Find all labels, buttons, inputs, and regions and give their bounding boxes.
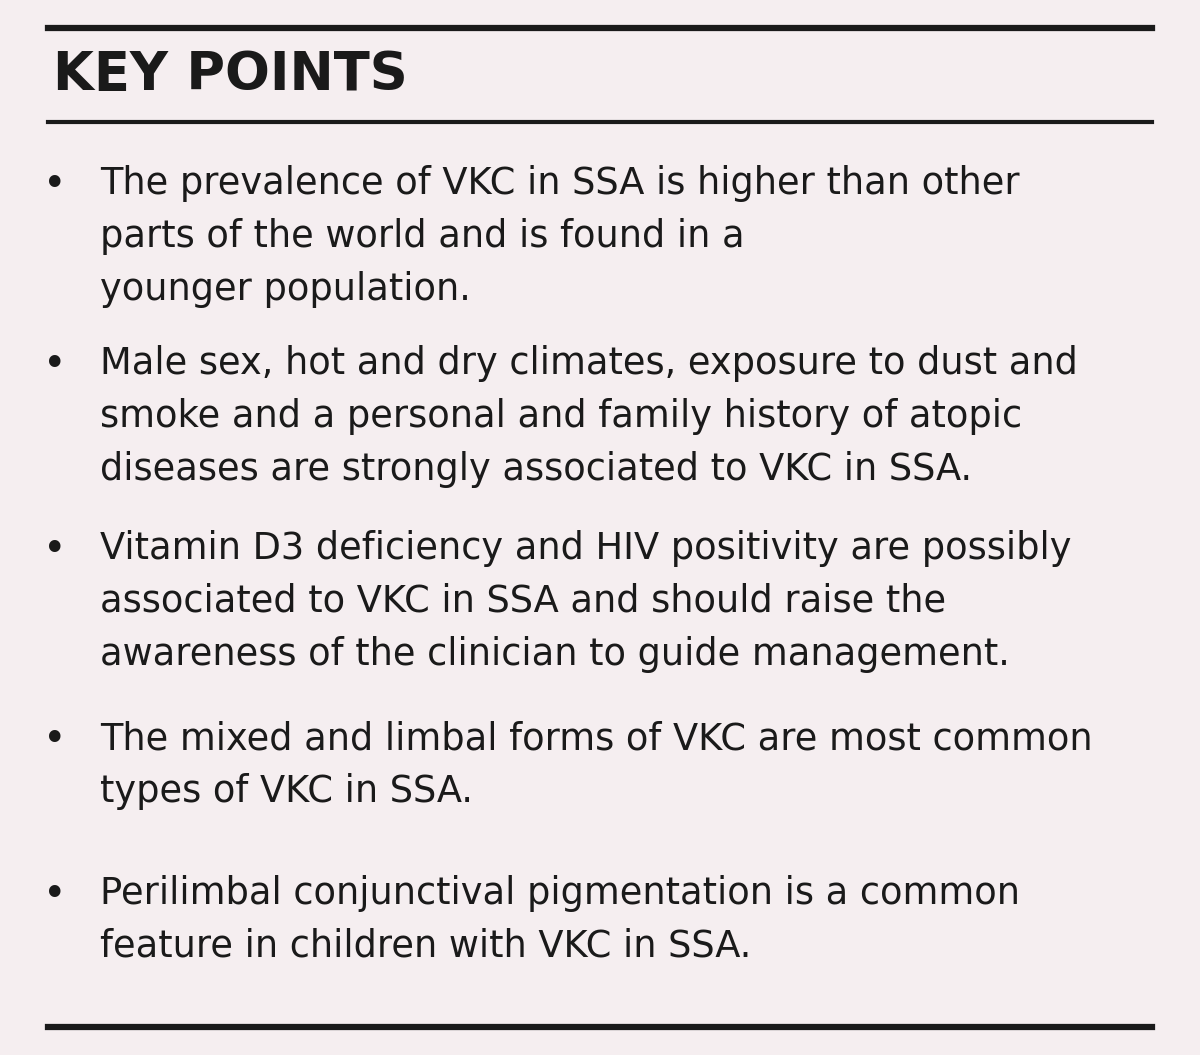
Text: Vitamin D3 deficiency and HIV positivity are possibly
associated to VKC in SSA a: Vitamin D3 deficiency and HIV positivity…	[100, 530, 1072, 673]
Text: The prevalence of VKC in SSA is higher than other
parts of the world and is foun: The prevalence of VKC in SSA is higher t…	[100, 165, 1020, 308]
Text: •: •	[43, 165, 67, 205]
Text: The mixed and limbal forms of VKC are most common
types of VKC in SSA.: The mixed and limbal forms of VKC are mo…	[100, 720, 1093, 810]
Text: Perilimbal conjunctival pigmentation is a common
feature in children with VKC in: Perilimbal conjunctival pigmentation is …	[100, 875, 1020, 965]
Text: •: •	[43, 720, 67, 760]
Text: •: •	[43, 345, 67, 385]
Text: KEY POINTS: KEY POINTS	[53, 49, 408, 101]
Text: Male sex, hot and dry climates, exposure to dust and
smoke and a personal and fa: Male sex, hot and dry climates, exposure…	[100, 345, 1078, 487]
Text: •: •	[43, 530, 67, 570]
Text: •: •	[43, 875, 67, 915]
